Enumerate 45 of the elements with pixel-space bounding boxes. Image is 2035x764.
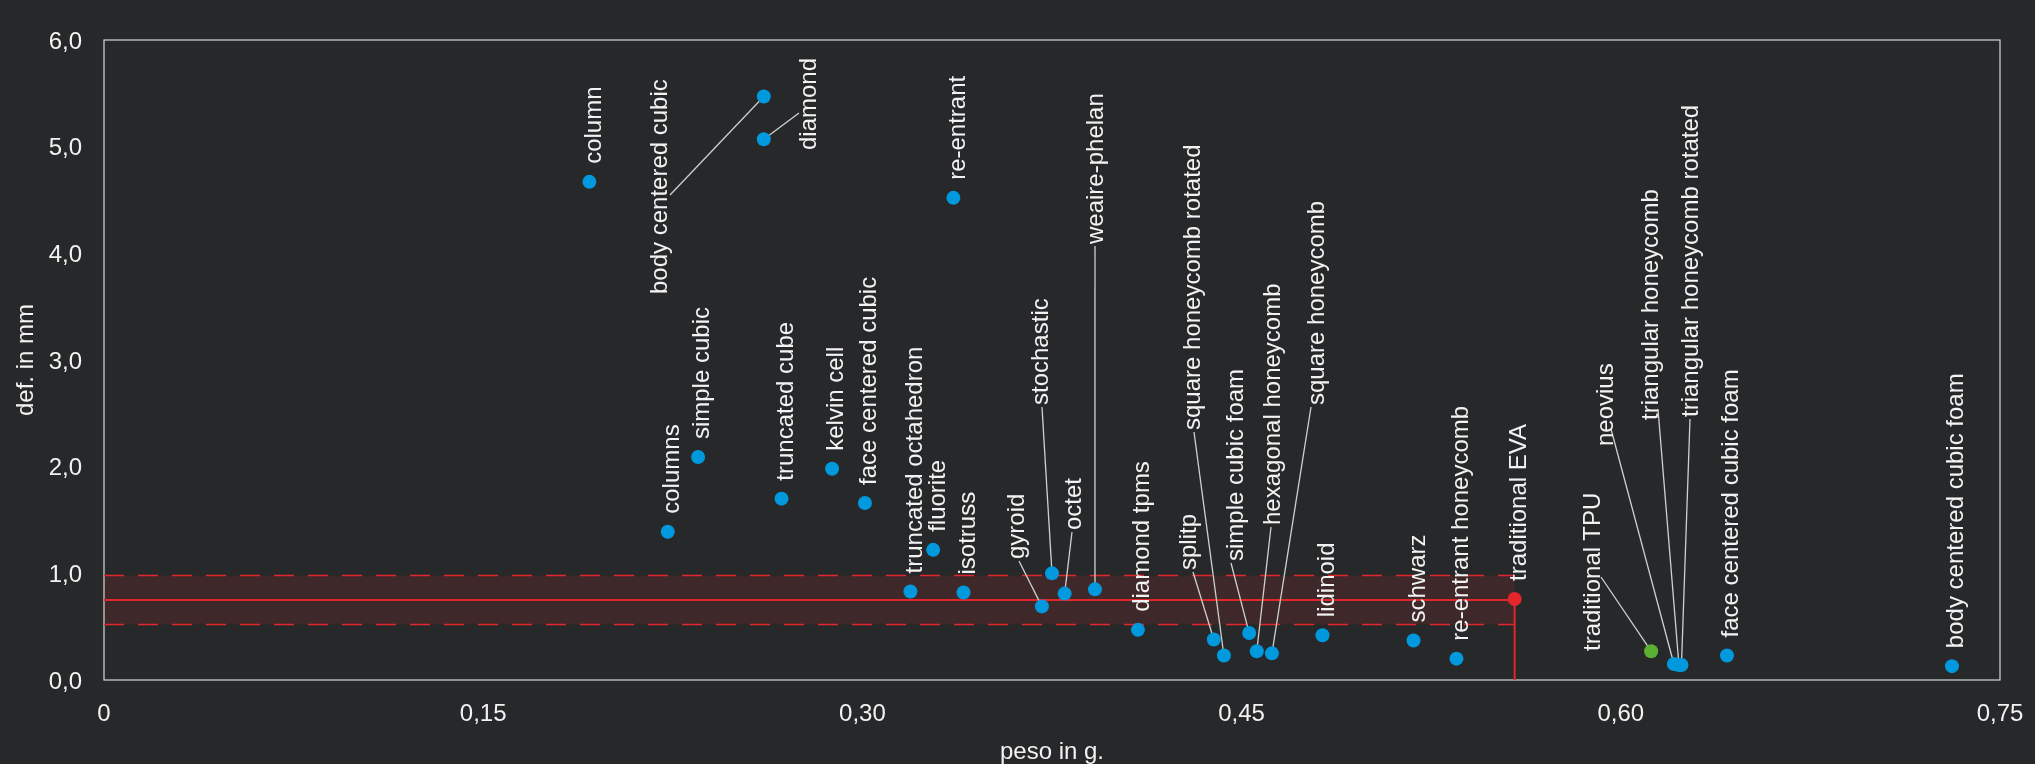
x-tick-label: 0,75 xyxy=(1976,698,2024,726)
text: triangular honeycomb xyxy=(1636,189,1664,420)
text: body centered cubic foam xyxy=(1941,373,1969,649)
text: octet xyxy=(1059,477,1087,530)
text: isotruss xyxy=(952,491,980,575)
text: square honeycomb xyxy=(1302,200,1330,405)
text: simple cubic foam xyxy=(1221,368,1249,561)
y-tick-label: 3,0 xyxy=(48,346,82,374)
text: diamond xyxy=(794,57,822,150)
text: schwarz xyxy=(1402,534,1430,623)
text: hexagonal honeycomb xyxy=(1258,283,1286,525)
text: splitp xyxy=(1174,513,1202,570)
x-tick-label: 0,30 xyxy=(839,698,886,726)
y-tick-label: 4,0 xyxy=(48,239,82,267)
text: gyroid xyxy=(1002,493,1030,559)
text: lidinoid xyxy=(1311,542,1339,618)
x-tick-label: 0 xyxy=(97,698,111,726)
y-tick-label: 0,0 xyxy=(48,666,82,694)
text: diamond tpms xyxy=(1127,461,1155,612)
text: re-entrant xyxy=(942,75,970,180)
text: face centered cubic foam xyxy=(1716,369,1744,638)
y-tick-label: 2,0 xyxy=(48,453,82,481)
x-tick-label: 0,15 xyxy=(459,698,507,726)
text: column xyxy=(578,86,606,164)
x-tick-label: 0,45 xyxy=(1218,698,1265,726)
text: face centered cubic xyxy=(854,276,882,485)
text: kelvin cell xyxy=(821,346,849,451)
text: stochastic xyxy=(1026,298,1054,405)
text: traditional TPU xyxy=(1578,492,1606,651)
text: truncated cube xyxy=(770,321,798,481)
text: traditional EVA xyxy=(1504,423,1532,581)
text: square honeycomb rotated xyxy=(1178,144,1206,430)
y-tick-label: 1,0 xyxy=(48,559,82,587)
x-axis-title: peso in g. xyxy=(999,736,1105,764)
text: triangular honeycomb rotated xyxy=(1676,104,1704,417)
text: simple cubic xyxy=(687,307,715,440)
text: weaire-phelan xyxy=(1081,93,1109,245)
y-axis-title: def. in mm xyxy=(10,303,38,417)
text: neovius xyxy=(1591,363,1619,446)
y-tick-label: 6,0 xyxy=(48,26,82,54)
x-tick-label: 0,60 xyxy=(1597,698,1645,726)
text: re-entrant honeycomb xyxy=(1445,405,1473,641)
text: columns xyxy=(657,424,685,514)
y-tick-label: 5,0 xyxy=(48,133,82,161)
text: body centered cubic xyxy=(645,79,673,294)
